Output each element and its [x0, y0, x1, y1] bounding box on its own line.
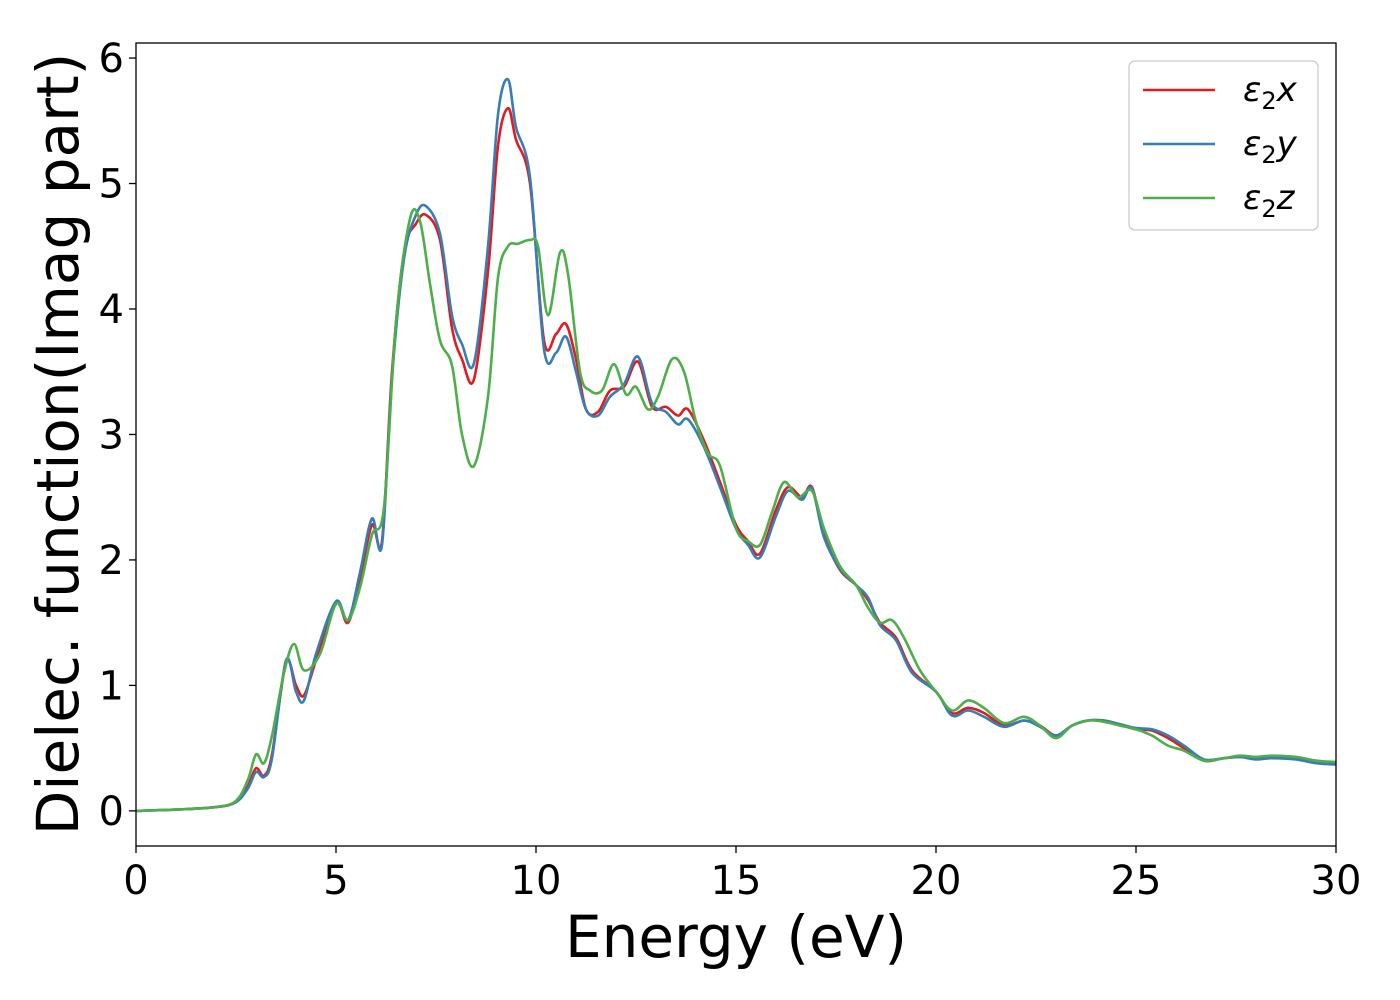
x-tick-label: 5: [323, 858, 348, 904]
x-tick-label: 0: [123, 858, 148, 904]
y-tick-label: 5: [99, 162, 124, 208]
x-tick-label: 20: [911, 858, 962, 904]
y-axis-title: Dielec. function(Imag part): [24, 53, 92, 836]
series-line-z: [136, 207, 1336, 813]
legend-label-z: ε2z: [1243, 178, 1296, 223]
y-tick-label: 6: [99, 36, 124, 82]
x-tick-label: 15: [711, 858, 762, 904]
y-tick-label: 0: [99, 789, 124, 835]
legend-box: [1128, 60, 1319, 231]
x-tick-label: 30: [1311, 858, 1362, 904]
y-tick-label: 2: [99, 538, 124, 584]
y-tick-label: 3: [99, 412, 124, 458]
x-tick-label: 10: [511, 858, 562, 904]
legend-label-x: ε2x: [1243, 70, 1298, 115]
legend-label-y: ε2y: [1243, 124, 1298, 169]
series-lines: [136, 77, 1336, 813]
x-tick-label: 25: [1111, 858, 1162, 904]
x-axis: 0 5 10 15 20 25 30: [123, 846, 1361, 904]
x-axis-title: Energy (eV): [565, 903, 907, 971]
legend: ε2x ε2y ε2z: [1128, 60, 1319, 231]
y-tick-label: 1: [99, 663, 124, 709]
y-axis: 0 1 2 3 4 5 6: [99, 36, 136, 835]
y-tick-label: 4: [99, 287, 124, 333]
